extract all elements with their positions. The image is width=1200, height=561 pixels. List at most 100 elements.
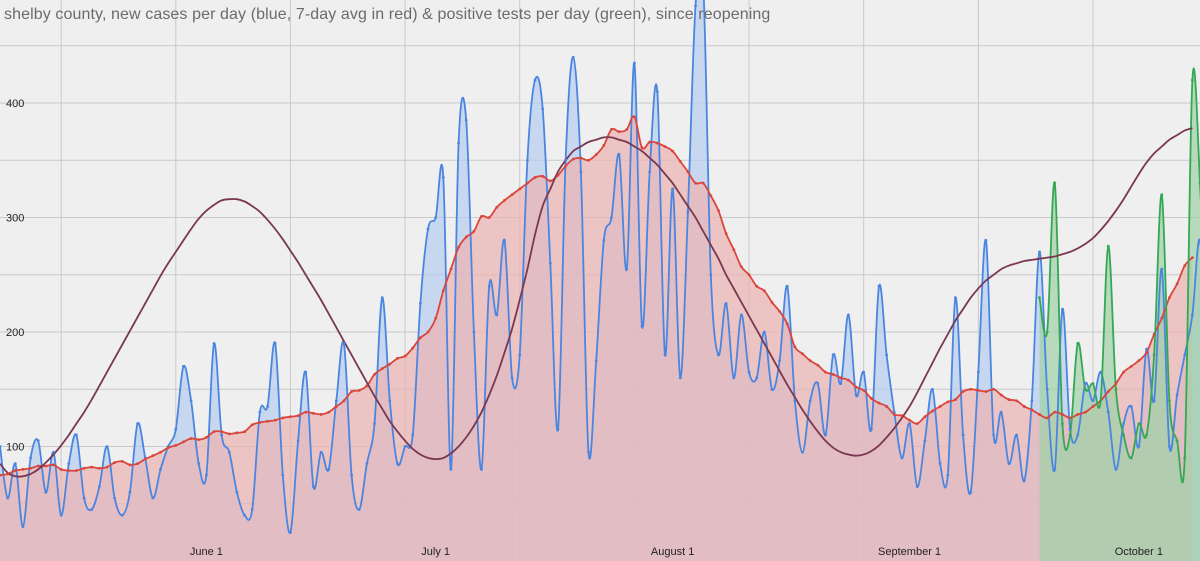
point-7-day-avg: [166, 446, 170, 450]
point-new-cases-per-day: [969, 490, 973, 494]
point-7-day-avg: [923, 415, 927, 419]
point-new-cases-per-day: [946, 473, 950, 477]
point-new-cases-per-day: [159, 468, 162, 471]
point-7-day-avg: [281, 416, 285, 420]
point-new-cases-per-day: [1099, 370, 1103, 374]
point-new-cases-per-day: [632, 61, 636, 65]
point-positive-tests-per-day: [1106, 244, 1110, 248]
point-new-cases-per-day: [67, 462, 71, 466]
point-new-cases-per-day: [984, 239, 988, 242]
point-positive-tests-per-day: [1068, 433, 1072, 437]
point-7-day-avg: [258, 421, 262, 424]
point-7-day-avg: [357, 389, 361, 392]
point-new-cases-per-day: [931, 387, 934, 391]
point-new-cases-per-day: [587, 450, 590, 454]
point-7-day-avg: [418, 336, 422, 340]
point-7-day-avg: [403, 354, 407, 358]
point-positive-tests-per-day: [1083, 387, 1087, 391]
point-new-cases-per-day: [327, 468, 331, 471]
point-new-cases-per-day: [900, 456, 904, 460]
point-7-day-avg: [67, 469, 71, 472]
point-positive-tests-per-day: [1137, 422, 1141, 426]
point-new-cases-per-day: [1015, 433, 1018, 437]
point-new-cases-per-day: [541, 107, 545, 111]
point-new-cases-per-day: [755, 376, 759, 380]
point-7-day-avg: [663, 145, 667, 148]
point-new-cases-per-day: [839, 382, 843, 385]
point-new-cases-per-day: [350, 473, 353, 477]
point-7-day-avg: [969, 387, 973, 391]
point-7-day-avg: [487, 216, 491, 219]
point-7-day-avg: [220, 430, 224, 434]
point-new-cases-per-day: [1076, 433, 1080, 437]
point-7-day-avg: [632, 115, 636, 119]
point-7-day-avg: [625, 127, 629, 131]
point-new-cases-per-day: [1068, 427, 1072, 431]
point-new-cases-per-day: [564, 158, 568, 162]
point-7-day-avg: [594, 153, 598, 156]
point-positive-tests-per-day: [1129, 456, 1133, 460]
point-7-day-avg: [587, 158, 590, 162]
point-new-cases-per-day: [892, 410, 896, 414]
point-7-day-avg: [824, 370, 827, 374]
point-new-cases-per-day: [793, 399, 797, 403]
point-new-cases-per-day: [709, 273, 713, 277]
point-new-cases-per-day: [1091, 399, 1095, 403]
point-7-day-avg: [816, 363, 820, 367]
point-7-day-avg: [1175, 282, 1179, 286]
point-new-cases-per-day: [373, 422, 376, 426]
point-7-day-avg: [831, 372, 835, 376]
x-tick-label: June 1: [190, 546, 223, 558]
point-7-day-avg: [380, 367, 384, 371]
point-new-cases-per-day: [334, 399, 338, 403]
point-new-cases-per-day: [449, 468, 453, 471]
point-7-day-avg: [1053, 410, 1057, 414]
point-new-cases-per-day: [831, 353, 835, 357]
point-7-day-avg: [1160, 316, 1164, 320]
point-7-day-avg: [984, 390, 988, 393]
point-new-cases-per-day: [281, 473, 285, 477]
point-7-day-avg: [755, 284, 759, 288]
point-7-day-avg: [954, 398, 957, 401]
point-7-day-avg: [464, 235, 468, 239]
point-7-day-avg: [151, 454, 155, 458]
point-new-cases-per-day: [296, 439, 300, 443]
point-new-cases-per-day: [1145, 347, 1148, 351]
point-7-day-avg: [434, 316, 438, 320]
point-new-cases-per-day: [1175, 393, 1179, 397]
point-7-day-avg: [227, 432, 231, 436]
point-7-day-avg: [785, 322, 789, 326]
point-new-cases-per-day: [785, 284, 789, 288]
point-new-cases-per-day: [105, 445, 109, 448]
point-7-day-avg: [862, 389, 866, 392]
line-trend: [0, 127, 1193, 478]
point-new-cases-per-day: [1160, 267, 1164, 271]
point-new-cases-per-day: [824, 433, 827, 437]
point-7-day-avg: [1145, 351, 1148, 355]
point-7-day-avg: [885, 405, 889, 408]
x-tick-label: October 1: [1115, 546, 1163, 558]
point-7-day-avg: [1168, 296, 1171, 300]
point-7-day-avg: [854, 385, 858, 389]
point-new-cases-per-day: [235, 490, 239, 494]
point-7-day-avg: [869, 397, 873, 400]
point-7-day-avg: [732, 248, 736, 251]
point-new-cases-per-day: [380, 296, 384, 300]
point-7-day-avg: [44, 464, 48, 468]
point-new-cases-per-day: [915, 485, 919, 488]
point-7-day-avg: [900, 414, 904, 417]
point-new-cases-per-day: [885, 353, 889, 357]
point-new-cases-per-day: [740, 313, 743, 317]
point-new-cases-per-day: [136, 422, 139, 426]
point-new-cases-per-day: [816, 382, 820, 385]
point-new-cases-per-day: [525, 158, 529, 162]
point-7-day-avg: [204, 435, 208, 439]
point-positive-tests-per-day: [1183, 456, 1187, 460]
point-new-cases-per-day: [1190, 313, 1194, 317]
point-new-cases-per-day: [747, 370, 751, 374]
point-new-cases-per-day: [579, 170, 583, 174]
point-new-cases-per-day: [304, 370, 308, 374]
point-7-day-avg: [640, 146, 644, 150]
y-tick-label: 300: [6, 213, 24, 225]
point-new-cases-per-day: [250, 508, 254, 511]
